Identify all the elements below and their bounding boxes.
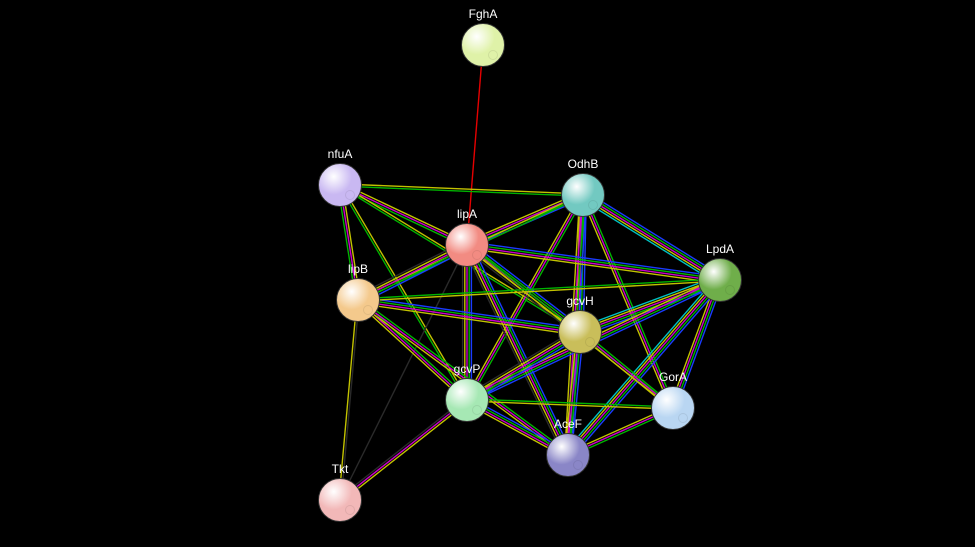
edge-lipB-Tkt (339, 300, 357, 500)
node-structure-icon (588, 200, 598, 210)
network-diagram: FghAnfuAOdhBlipAlipBLpdAgcvHgcvPGorAAceF… (0, 0, 975, 547)
node-structure-icon (472, 250, 482, 260)
node-structure-icon (363, 305, 373, 315)
edge-gcvP-Tkt (341, 402, 468, 502)
edge-FghA-lipA (467, 45, 483, 245)
node-nfuA[interactable] (318, 163, 362, 207)
edge-nfuA-OdhB (340, 184, 583, 194)
node-structure-icon (678, 413, 688, 423)
node-structure-icon (345, 190, 355, 200)
node-AceF[interactable] (546, 433, 590, 477)
node-gcvH[interactable] (558, 310, 602, 354)
node-FghA[interactable] (461, 23, 505, 67)
edge-OdhB-GorA (581, 196, 671, 409)
node-structure-icon (472, 405, 482, 415)
edge-LpdA-AceF (565, 277, 717, 452)
node-lipA[interactable] (445, 223, 489, 267)
edge-lipB-Tkt (341, 300, 359, 500)
node-structure-icon (573, 460, 583, 470)
node-structure-icon (345, 505, 355, 515)
node-structure-icon (725, 285, 735, 295)
node-structure-icon (488, 50, 498, 60)
node-LpdA[interactable] (698, 258, 742, 302)
node-lipB[interactable] (336, 278, 380, 322)
edge-nfuA-OdhB (340, 186, 583, 196)
node-OdhB[interactable] (561, 173, 605, 217)
edge-gcvP-Tkt (339, 398, 466, 498)
edge-gcvP-Tkt (340, 400, 467, 500)
node-Tkt[interactable] (318, 478, 362, 522)
node-gcvP[interactable] (445, 378, 489, 422)
node-GorA[interactable] (651, 386, 695, 430)
edge-OdhB-GorA (583, 195, 673, 408)
node-structure-icon (585, 337, 595, 347)
edges-layer (0, 0, 975, 547)
